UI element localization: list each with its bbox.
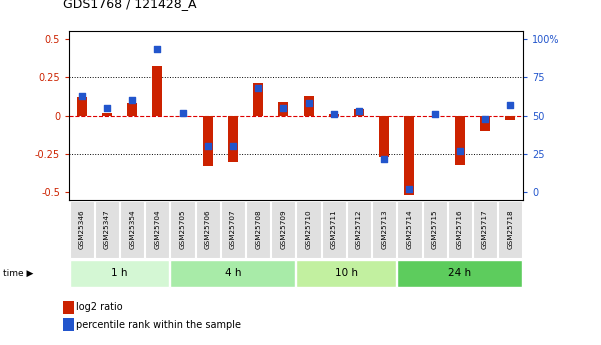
FancyBboxPatch shape (498, 201, 522, 258)
Bar (127, 103, 137, 116)
Text: GSM25717: GSM25717 (482, 210, 488, 249)
Bar (278, 102, 288, 116)
Point (404, 187, 414, 192)
FancyBboxPatch shape (322, 201, 346, 258)
FancyBboxPatch shape (145, 201, 169, 258)
Point (505, 102, 515, 108)
FancyBboxPatch shape (448, 201, 472, 258)
FancyBboxPatch shape (423, 201, 447, 258)
FancyBboxPatch shape (70, 201, 94, 258)
FancyBboxPatch shape (473, 201, 497, 258)
FancyBboxPatch shape (246, 201, 270, 258)
FancyBboxPatch shape (196, 201, 220, 258)
FancyBboxPatch shape (347, 201, 371, 258)
Text: 24 h: 24 h (448, 268, 471, 278)
Point (102, 105, 112, 111)
Text: GSM25712: GSM25712 (356, 210, 362, 249)
FancyBboxPatch shape (95, 201, 119, 258)
Bar (304, 96, 314, 116)
Text: log2 ratio: log2 ratio (76, 303, 123, 312)
Text: GSM25354: GSM25354 (129, 210, 135, 249)
Point (203, 144, 213, 149)
Point (127, 97, 137, 103)
FancyBboxPatch shape (171, 201, 195, 258)
Point (430, 111, 439, 117)
Text: GSM25709: GSM25709 (281, 210, 287, 249)
Point (304, 100, 313, 106)
FancyBboxPatch shape (296, 260, 396, 287)
Bar (253, 83, 263, 116)
Text: percentile rank within the sample: percentile rank within the sample (76, 320, 242, 329)
Bar (379, 116, 389, 157)
Text: GSM25715: GSM25715 (432, 210, 438, 249)
FancyBboxPatch shape (372, 201, 396, 258)
Text: 4 h: 4 h (225, 268, 241, 278)
Point (228, 144, 238, 149)
Bar (152, 66, 162, 116)
Text: GDS1768 / 121428_A: GDS1768 / 121428_A (63, 0, 197, 10)
FancyBboxPatch shape (221, 201, 245, 258)
Point (455, 148, 465, 154)
Point (329, 111, 338, 117)
Bar (455, 116, 465, 165)
Bar (77, 97, 87, 116)
Text: GSM25705: GSM25705 (180, 210, 186, 249)
Text: GSM25713: GSM25713 (381, 210, 387, 249)
FancyBboxPatch shape (397, 201, 421, 258)
Bar (228, 116, 238, 162)
Point (254, 85, 263, 91)
Text: GSM25716: GSM25716 (457, 210, 463, 249)
Text: GSM25708: GSM25708 (255, 210, 261, 249)
Text: GSM25347: GSM25347 (104, 210, 110, 249)
Bar (480, 116, 490, 131)
FancyBboxPatch shape (171, 260, 296, 287)
FancyBboxPatch shape (271, 201, 296, 258)
Bar (102, 112, 112, 116)
Point (379, 156, 389, 161)
Bar (354, 109, 364, 116)
Bar (203, 116, 213, 166)
Text: GSM25710: GSM25710 (305, 210, 311, 249)
Text: GSM25704: GSM25704 (154, 210, 160, 249)
Bar (329, 114, 339, 116)
Bar (404, 116, 415, 196)
Text: GSM25714: GSM25714 (406, 210, 412, 249)
FancyBboxPatch shape (120, 201, 144, 258)
Text: GSM25718: GSM25718 (507, 210, 513, 249)
Bar (505, 116, 515, 120)
Text: time ▶: time ▶ (3, 269, 34, 278)
Point (354, 108, 364, 114)
Text: 10 h: 10 h (335, 268, 358, 278)
Point (480, 116, 490, 121)
FancyBboxPatch shape (397, 260, 522, 287)
Text: 1 h: 1 h (111, 268, 128, 278)
Text: GSM25706: GSM25706 (205, 210, 211, 249)
FancyBboxPatch shape (70, 260, 169, 287)
Text: GSM25707: GSM25707 (230, 210, 236, 249)
Text: GSM25346: GSM25346 (79, 210, 85, 249)
Point (279, 105, 288, 111)
Point (178, 110, 188, 115)
FancyBboxPatch shape (296, 201, 321, 258)
Point (153, 47, 162, 52)
Point (77, 93, 87, 98)
Text: GSM25711: GSM25711 (331, 210, 337, 249)
